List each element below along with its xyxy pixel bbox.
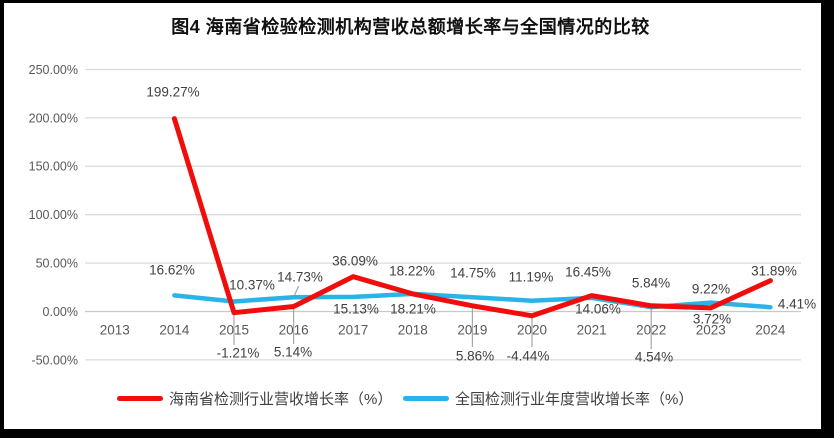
hainan-data-label: -1.21% [217,346,260,361]
y-axis-tick-label: -50.00% [31,353,78,367]
y-axis-tick-label: 250.00% [29,63,78,77]
national-data-label: 14.06% [575,302,621,317]
x-axis-year-label: 2018 [398,323,428,338]
hainan-data-label: 31.89% [751,264,797,279]
hainan-data-label: 16.45% [565,265,611,280]
national-data-label: 14.75% [450,266,496,281]
x-axis-year-label: 2023 [696,323,726,338]
y-axis-tick-label: 50.00% [36,256,78,270]
hainan-data-label: -4.44% [507,349,550,364]
national-data-label: 4.41% [778,297,816,312]
x-axis-year-label: 2017 [338,323,368,338]
national-data-label: 4.54% [635,350,673,365]
legend-label-national: 全国检测行业年度营收增长率（%） [455,391,694,408]
hainan-data-label: 199.27% [146,85,199,100]
national-series-line-icon [403,396,449,401]
national-data-label: 10.37% [229,278,275,293]
chart-canvas [4,3,821,429]
national-data-label: 14.73% [277,270,323,285]
x-axis-year-label: 2013 [100,323,130,338]
x-axis-year-label: 2021 [577,323,607,338]
chart-title: 图4 海南省检验检测机构营收总额增长率与全国情况的比较 [171,17,650,37]
y-axis-tick-label: 0.00% [43,305,78,319]
y-axis-tick-label: 200.00% [29,111,78,125]
national-data-label: 11.19% [509,270,554,285]
hainan-data-label: 18.22% [389,264,435,279]
x-axis-year-label: 2024 [755,323,786,338]
legend-label-hainan: 海南省检测行业营收增长率（%） [169,391,393,408]
hainan-series-line-icon [117,396,163,401]
hainan-series-line [171,116,773,319]
national-data-label: 15.13% [333,302,379,317]
national-data-label: 18.21% [390,302,436,317]
hainan-data-label: 5.84% [632,276,670,291]
y-axis-tick-label: 100.00% [29,208,78,222]
hainan-data-label: 5.14% [274,345,312,360]
hainan-data-label: 36.09% [332,254,378,269]
x-axis-year-label: 2014 [159,323,190,338]
data-label-leader-line [294,285,300,296]
y-axis-tick-label: 150.00% [29,160,78,174]
national-data-label: 16.62% [149,263,195,278]
legend-item-national: 全国检测行业年度营收增长率（%） [403,390,694,408]
hainan-data-label: 5.86% [456,349,494,364]
legend-item-hainan: 海南省检测行业营收增长率（%） [117,390,393,408]
national-data-label: 9.22% [692,282,730,297]
hainan-data-label: 3.72% [693,312,731,327]
